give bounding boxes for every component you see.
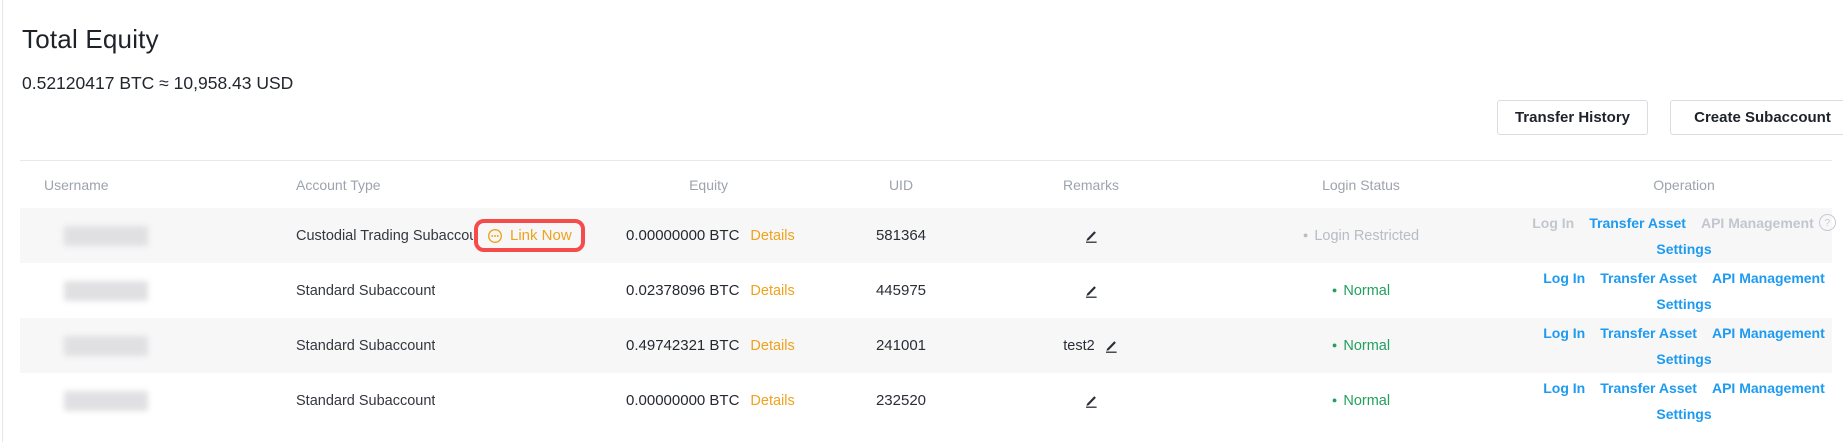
remark-text: test2 — [1063, 337, 1095, 354]
settings-link[interactable]: Settings — [1656, 240, 1712, 257]
page-title: Total Equity — [22, 24, 159, 54]
status-dot-icon: ● — [1302, 229, 1309, 240]
column-header-username: Username — [44, 176, 109, 193]
settings-link[interactable]: Settings — [1656, 295, 1712, 312]
table-row: Standard Subaccount 0.00000000 BTC Detai… — [20, 373, 1832, 428]
username-redacted — [64, 335, 148, 356]
total-equity-value: 0.52120417 BTC ≈ 10,958.43 USD — [22, 73, 294, 93]
transfer-history-button[interactable]: Transfer History — [1497, 100, 1648, 135]
details-link[interactable]: Details — [750, 337, 795, 354]
log-in-link[interactable]: Log In — [1543, 269, 1586, 286]
login-status-badge: ● Login Restricted — [1302, 227, 1420, 244]
column-header-uid: UID — [888, 176, 914, 193]
table-row: Custodial Trading Subaccount Link Now 0.… — [20, 208, 1836, 263]
api-management-link: API Management — [1700, 214, 1814, 231]
subaccount-table: Username Account Type Equity UID Remarks… — [20, 160, 1836, 428]
settings-link[interactable]: Settings — [1656, 405, 1712, 422]
pencil-edit-icon[interactable] — [1103, 338, 1119, 354]
uid-value: 232520 — [875, 392, 927, 409]
link-now-label: Link Now — [510, 227, 572, 244]
equity-value: 0.49742321 BTC — [626, 337, 740, 354]
pencil-edit-icon[interactable] — [1083, 228, 1099, 244]
transfer-asset-link[interactable]: Transfer Asset — [1600, 379, 1697, 396]
pencil-edit-icon[interactable] — [1083, 283, 1099, 299]
equity-value: 0.00000000 BTC — [626, 392, 740, 409]
equity-value: 0.00000000 BTC — [626, 227, 740, 244]
table-row: Standard Subaccount 0.02378096 BTC Detai… — [20, 263, 1832, 318]
username-redacted — [64, 390, 148, 411]
uid-value: 241001 — [875, 337, 927, 354]
log-in-link: Log In — [1532, 214, 1575, 231]
transfer-asset-link[interactable]: Transfer Asset — [1600, 269, 1697, 286]
link-now-button[interactable]: Link Now — [474, 219, 585, 252]
api-management-link[interactable]: API Management — [1711, 269, 1825, 286]
table-header-row: Username Account Type Equity UID Remarks… — [20, 161, 1832, 208]
uid-value: 581364 — [875, 227, 927, 244]
username-redacted — [64, 280, 148, 301]
settings-link[interactable]: Settings — [1656, 350, 1712, 367]
column-header-equity: Equity — [689, 176, 728, 193]
operation-cell: Log In Transfer Asset API Management Set… — [1536, 375, 1832, 427]
operation-cell: Log In Transfer Asset API Management Set… — [1536, 265, 1832, 317]
column-header-operation: Operation — [1653, 176, 1715, 193]
username-redacted — [64, 225, 148, 246]
column-header-remarks: Remarks — [1062, 176, 1119, 193]
operation-cell: Log In Transfer Asset API Management Set… — [1536, 320, 1832, 372]
api-management-link[interactable]: API Management — [1711, 379, 1825, 396]
login-status-badge: ● Normal — [1331, 337, 1391, 354]
account-type-label: Custodial Trading Subaccount — [296, 227, 473, 244]
column-header-account-type: Account Type — [296, 176, 381, 193]
login-status-badge: ● Normal — [1331, 282, 1391, 299]
account-type-label: Standard Subaccount — [296, 392, 436, 409]
circle-ellipsis-icon — [487, 228, 503, 244]
status-dot-icon: ● — [1331, 284, 1338, 295]
account-type-label: Standard Subaccount — [296, 337, 436, 354]
account-type-label: Standard Subaccount — [296, 282, 436, 299]
pencil-edit-icon[interactable] — [1083, 393, 1099, 409]
equity-value: 0.02378096 BTC — [626, 282, 740, 299]
status-dot-icon: ● — [1331, 394, 1338, 405]
question-mark-icon[interactable]: ? — [1818, 214, 1836, 231]
transfer-asset-link[interactable]: Transfer Asset — [1600, 324, 1697, 341]
details-link[interactable]: Details — [750, 392, 795, 409]
status-dot-icon: ● — [1331, 339, 1338, 350]
details-link[interactable]: Details — [750, 227, 795, 244]
login-status-badge: ● Normal — [1331, 392, 1391, 409]
api-management-link[interactable]: API Management — [1711, 324, 1825, 341]
create-subaccount-button[interactable]: Create Subaccount — [1670, 100, 1843, 135]
log-in-link[interactable]: Log In — [1543, 324, 1586, 341]
transfer-asset-link[interactable]: Transfer Asset — [1589, 214, 1686, 231]
log-in-link[interactable]: Log In — [1543, 379, 1586, 396]
page-left-edge-divider — [2, 0, 3, 442]
operation-cell: Log In Transfer Asset API Management ? S… — [1532, 210, 1836, 262]
column-header-login-status: Login Status — [1322, 176, 1400, 193]
table-row: Standard Subaccount 0.49742321 BTC Detai… — [20, 318, 1832, 373]
details-link[interactable]: Details — [750, 282, 795, 299]
uid-value: 445975 — [875, 282, 927, 299]
